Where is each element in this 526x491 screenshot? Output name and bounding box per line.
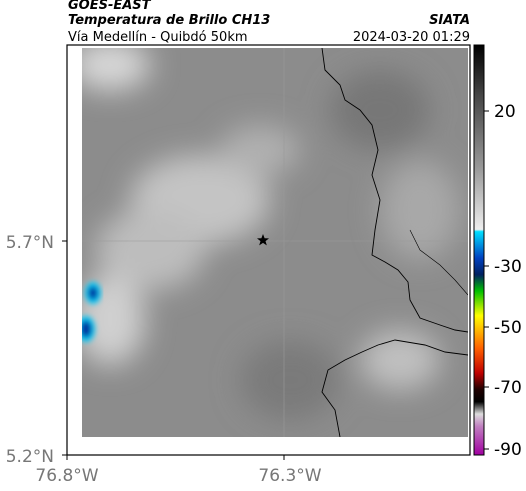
colorbar-ticks: 20 -30 -50 -70 -90 [484,102,522,460]
lon-label: 76.8°W [35,466,98,486]
timestamp: 2024-03-20 01:29 [353,30,470,45]
satellite-image [82,48,468,437]
lon-label: 76.3°W [258,466,321,486]
colorbar [473,44,485,456]
map-frame [66,44,471,456]
source: GOES-EAST [68,0,152,13]
lat-label: 5.7°N [6,233,54,253]
product: Temperatura de Brillo CH13 [68,13,270,28]
location-marker [257,234,269,246]
agency: SIATA [429,13,470,28]
lat-label: 5.2°N [6,447,54,467]
colorbar-label: -70 [494,378,522,398]
colorbar-label: 20 [494,102,516,122]
colorbar-label: -50 [494,318,522,338]
colorbar-label: -30 [494,257,522,277]
region: Vía Medellín - Quibdó 50km [68,30,248,45]
colorbar-label: -90 [494,440,522,460]
